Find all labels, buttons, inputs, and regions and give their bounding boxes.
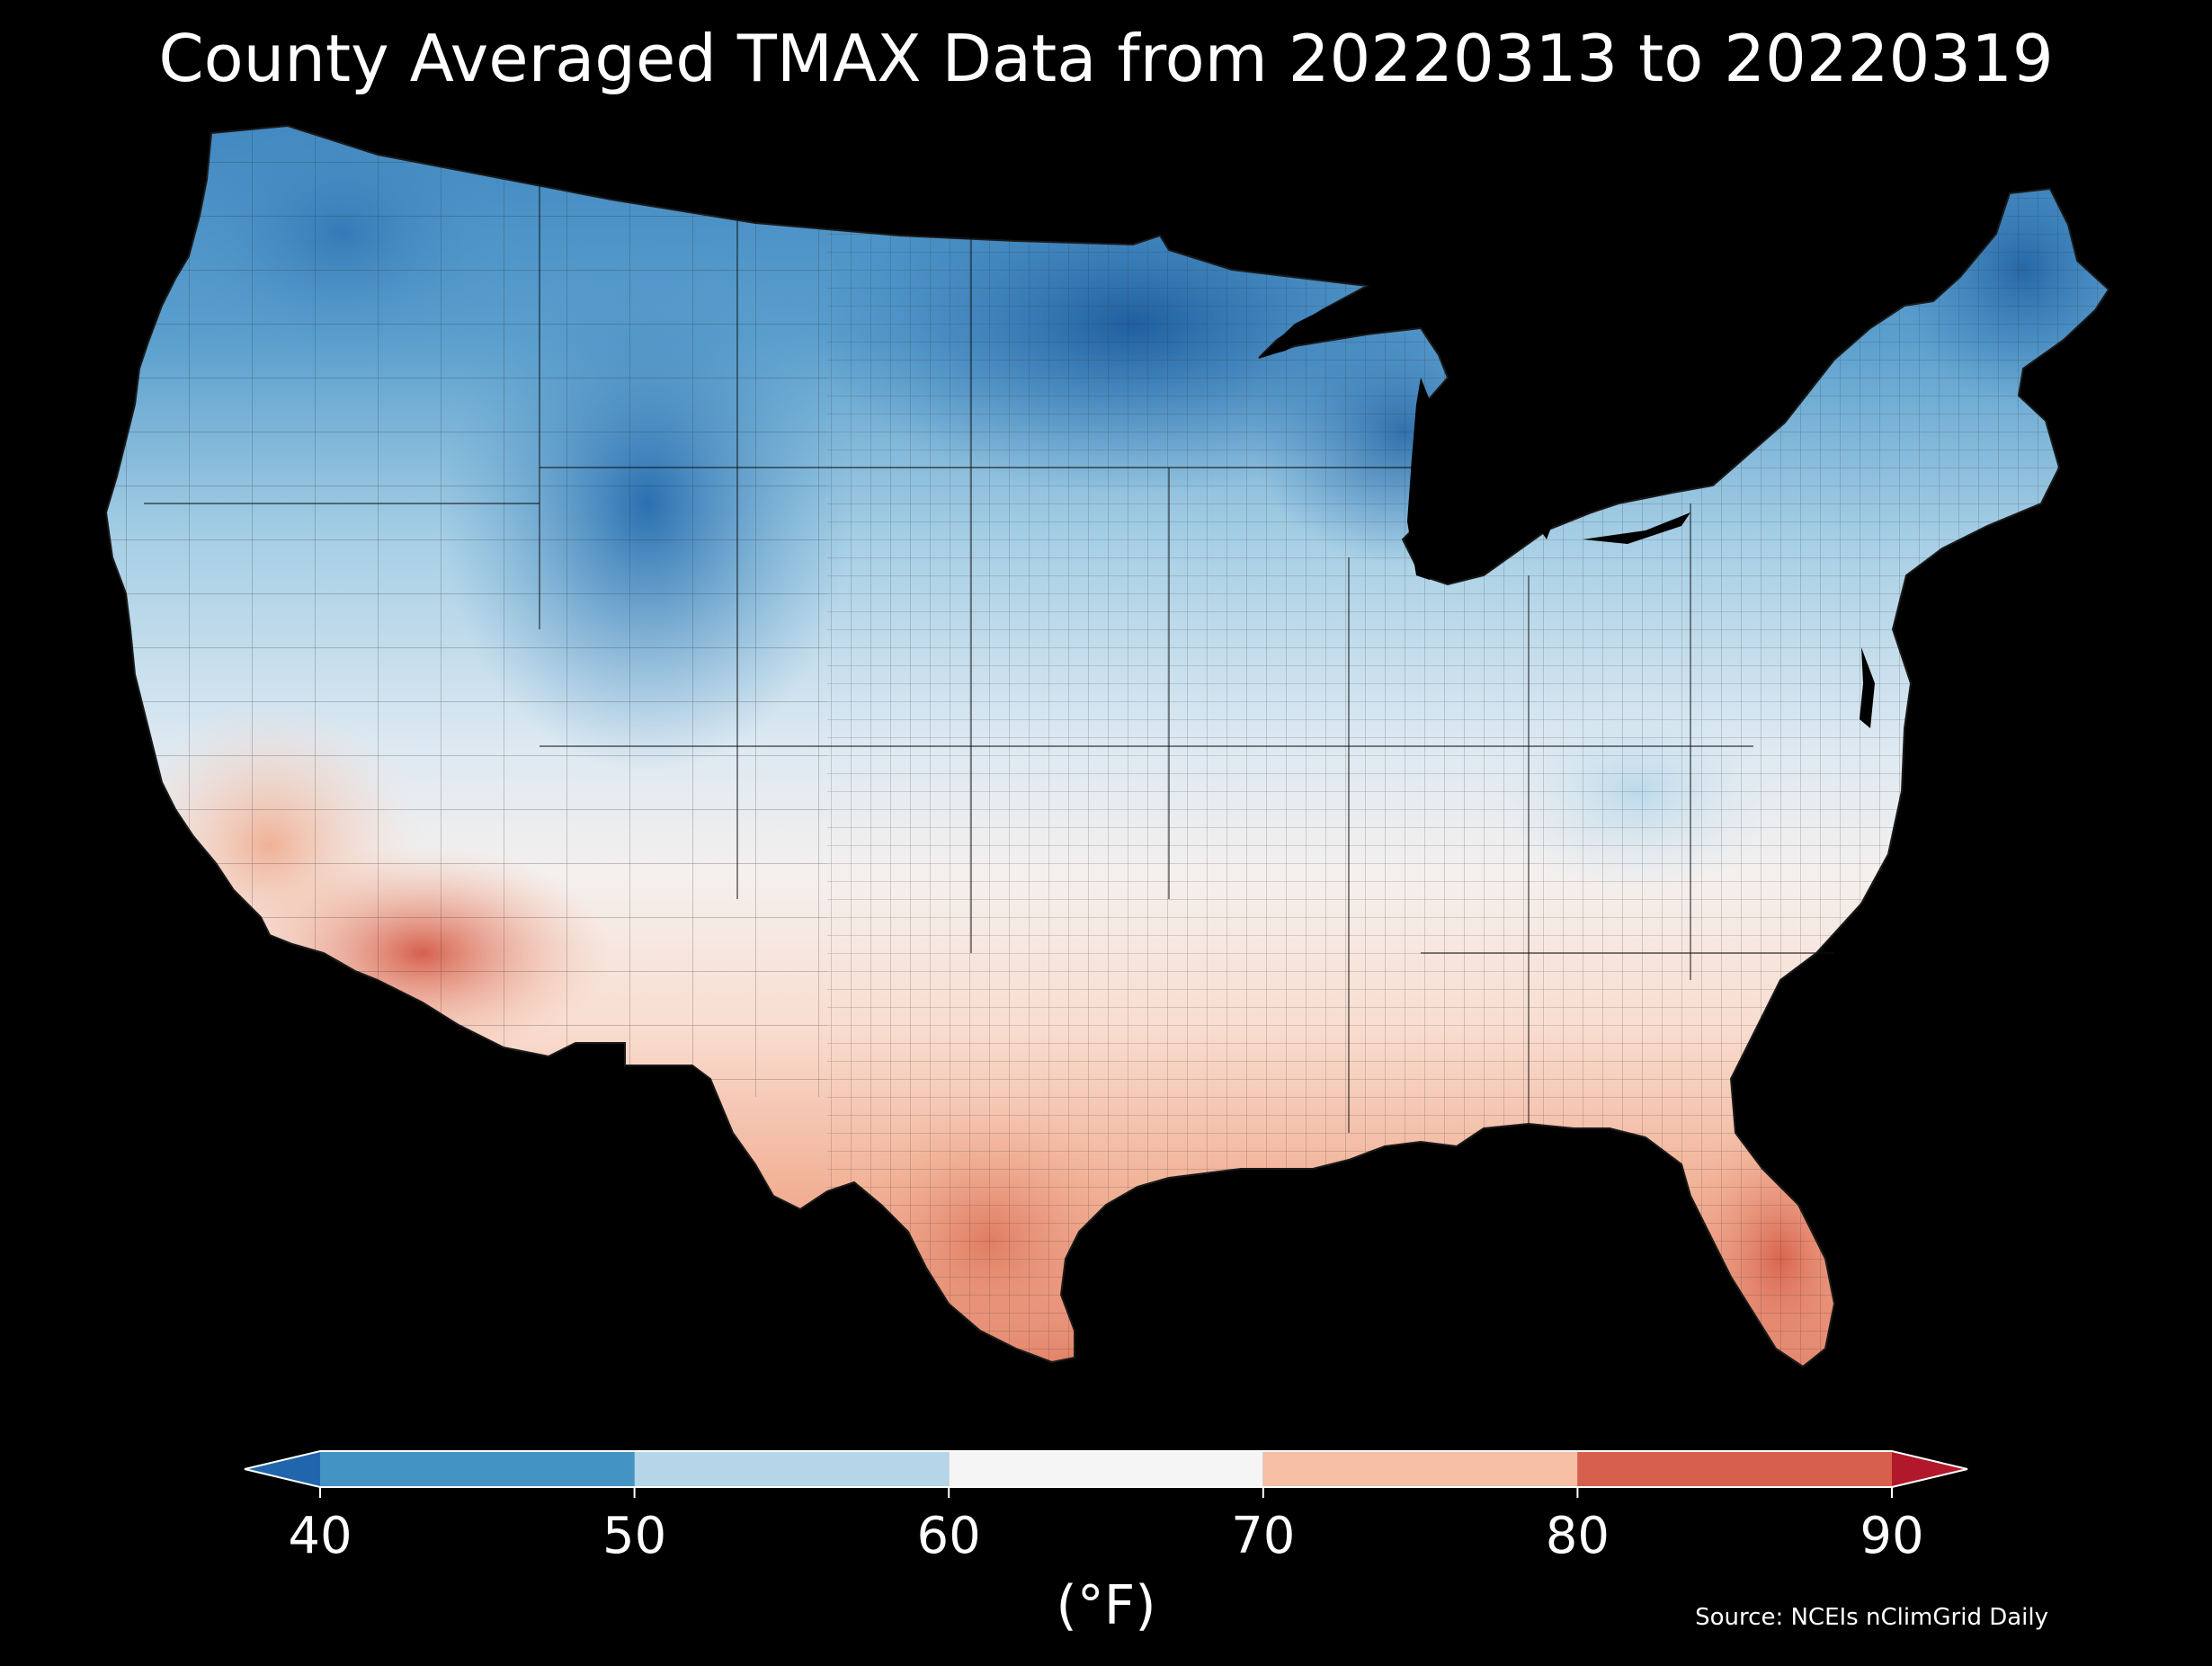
- colorbar-bin-2: [949, 1451, 1263, 1487]
- colorbar-under-extension: [245, 1451, 320, 1487]
- map-title: County Averaged TMAX Data from 20220313 …: [158, 21, 2054, 96]
- colorbar-bin-3: [1262, 1451, 1578, 1487]
- colorbar-tick-label: 60: [916, 1507, 981, 1565]
- colorbar-tick-label: 80: [1545, 1507, 1610, 1565]
- colorbar-bin-4: [1577, 1451, 1892, 1487]
- colorbar-over-extension: [1892, 1451, 1967, 1487]
- lake-superior: [1259, 283, 1385, 358]
- colorbar-bin-0: [320, 1451, 635, 1487]
- colorbar-bin-1: [634, 1451, 950, 1487]
- colorbar-tick-label: 50: [602, 1507, 667, 1565]
- source-credit: Source: NCEIs nClimGrid Daily: [1695, 1604, 2048, 1631]
- lake-huron: [1520, 405, 1560, 539]
- colorbar-tick-label: 90: [1860, 1507, 1924, 1565]
- lake-michigan: [1407, 378, 1448, 580]
- great-lakes: [1259, 283, 1690, 580]
- state-borders: [144, 184, 1834, 1133]
- colorbar-tick-label: 70: [1231, 1507, 1296, 1565]
- chesapeake-bay: [1860, 647, 1875, 728]
- colorbar-unit-label: (°F): [1056, 1574, 1156, 1637]
- lake-erie: [1583, 512, 1690, 544]
- colorbar-tick-label: 40: [288, 1507, 352, 1565]
